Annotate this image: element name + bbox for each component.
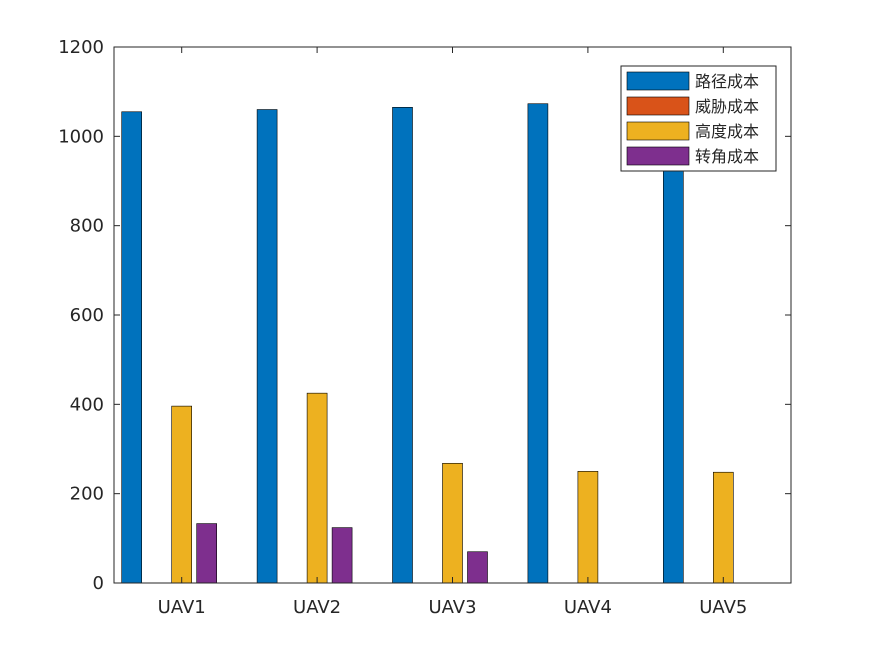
x-tick-label: UAV5 [699, 597, 747, 618]
x-tick-label: UAV2 [293, 597, 341, 618]
y-tick-label: 400 [70, 394, 104, 415]
y-tick-label: 1200 [58, 37, 104, 58]
bar-uav5-series-0 [662, 100, 684, 584]
ticks-layer: 0 200 400 600 800 1000 1200 UAV1 UAV2 UAV3 UAV4 UAV… [58, 37, 791, 618]
x-tick-label: UAV3 [428, 597, 476, 618]
bar-uav3-series-2 [442, 462, 463, 584]
bar-uav2-series-3 [331, 527, 353, 584]
bar-uav1-series-3 [196, 523, 217, 584]
y-tick-label: 600 [70, 305, 104, 326]
legend-swatch [626, 96, 690, 116]
x-tick-label: UAV1 [158, 597, 206, 618]
bar-uav5-series-2 [712, 471, 734, 584]
bar-uav3-series-3 [467, 551, 488, 584]
x-tick-label: UAV4 [564, 597, 612, 618]
bar-uav4-series-0 [527, 103, 549, 584]
bar-uav2-series-2 [306, 392, 328, 584]
bar-uav1-series-2 [171, 405, 192, 584]
bar-uav1-series-0 [121, 111, 142, 584]
y-tick-label: 0 [93, 573, 104, 594]
legend-label: 威胁成本 [695, 97, 759, 116]
y-tick-label: 200 [70, 484, 104, 505]
bar-uav3-series-0 [392, 107, 413, 584]
bars-layer [121, 100, 734, 584]
y-tick-label: 1000 [58, 126, 104, 147]
legend-label: 高度成本 [695, 122, 759, 141]
legend-label: 路径成本 [695, 72, 759, 91]
legend-swatch [626, 121, 690, 141]
legend-label: 转角成本 [695, 147, 759, 166]
legend-swatch [626, 71, 690, 91]
bar-uav2-series-0 [256, 109, 278, 584]
legend-swatch [626, 146, 690, 166]
y-tick-label: 800 [70, 216, 104, 237]
bar-uav4-series-2 [577, 471, 599, 584]
